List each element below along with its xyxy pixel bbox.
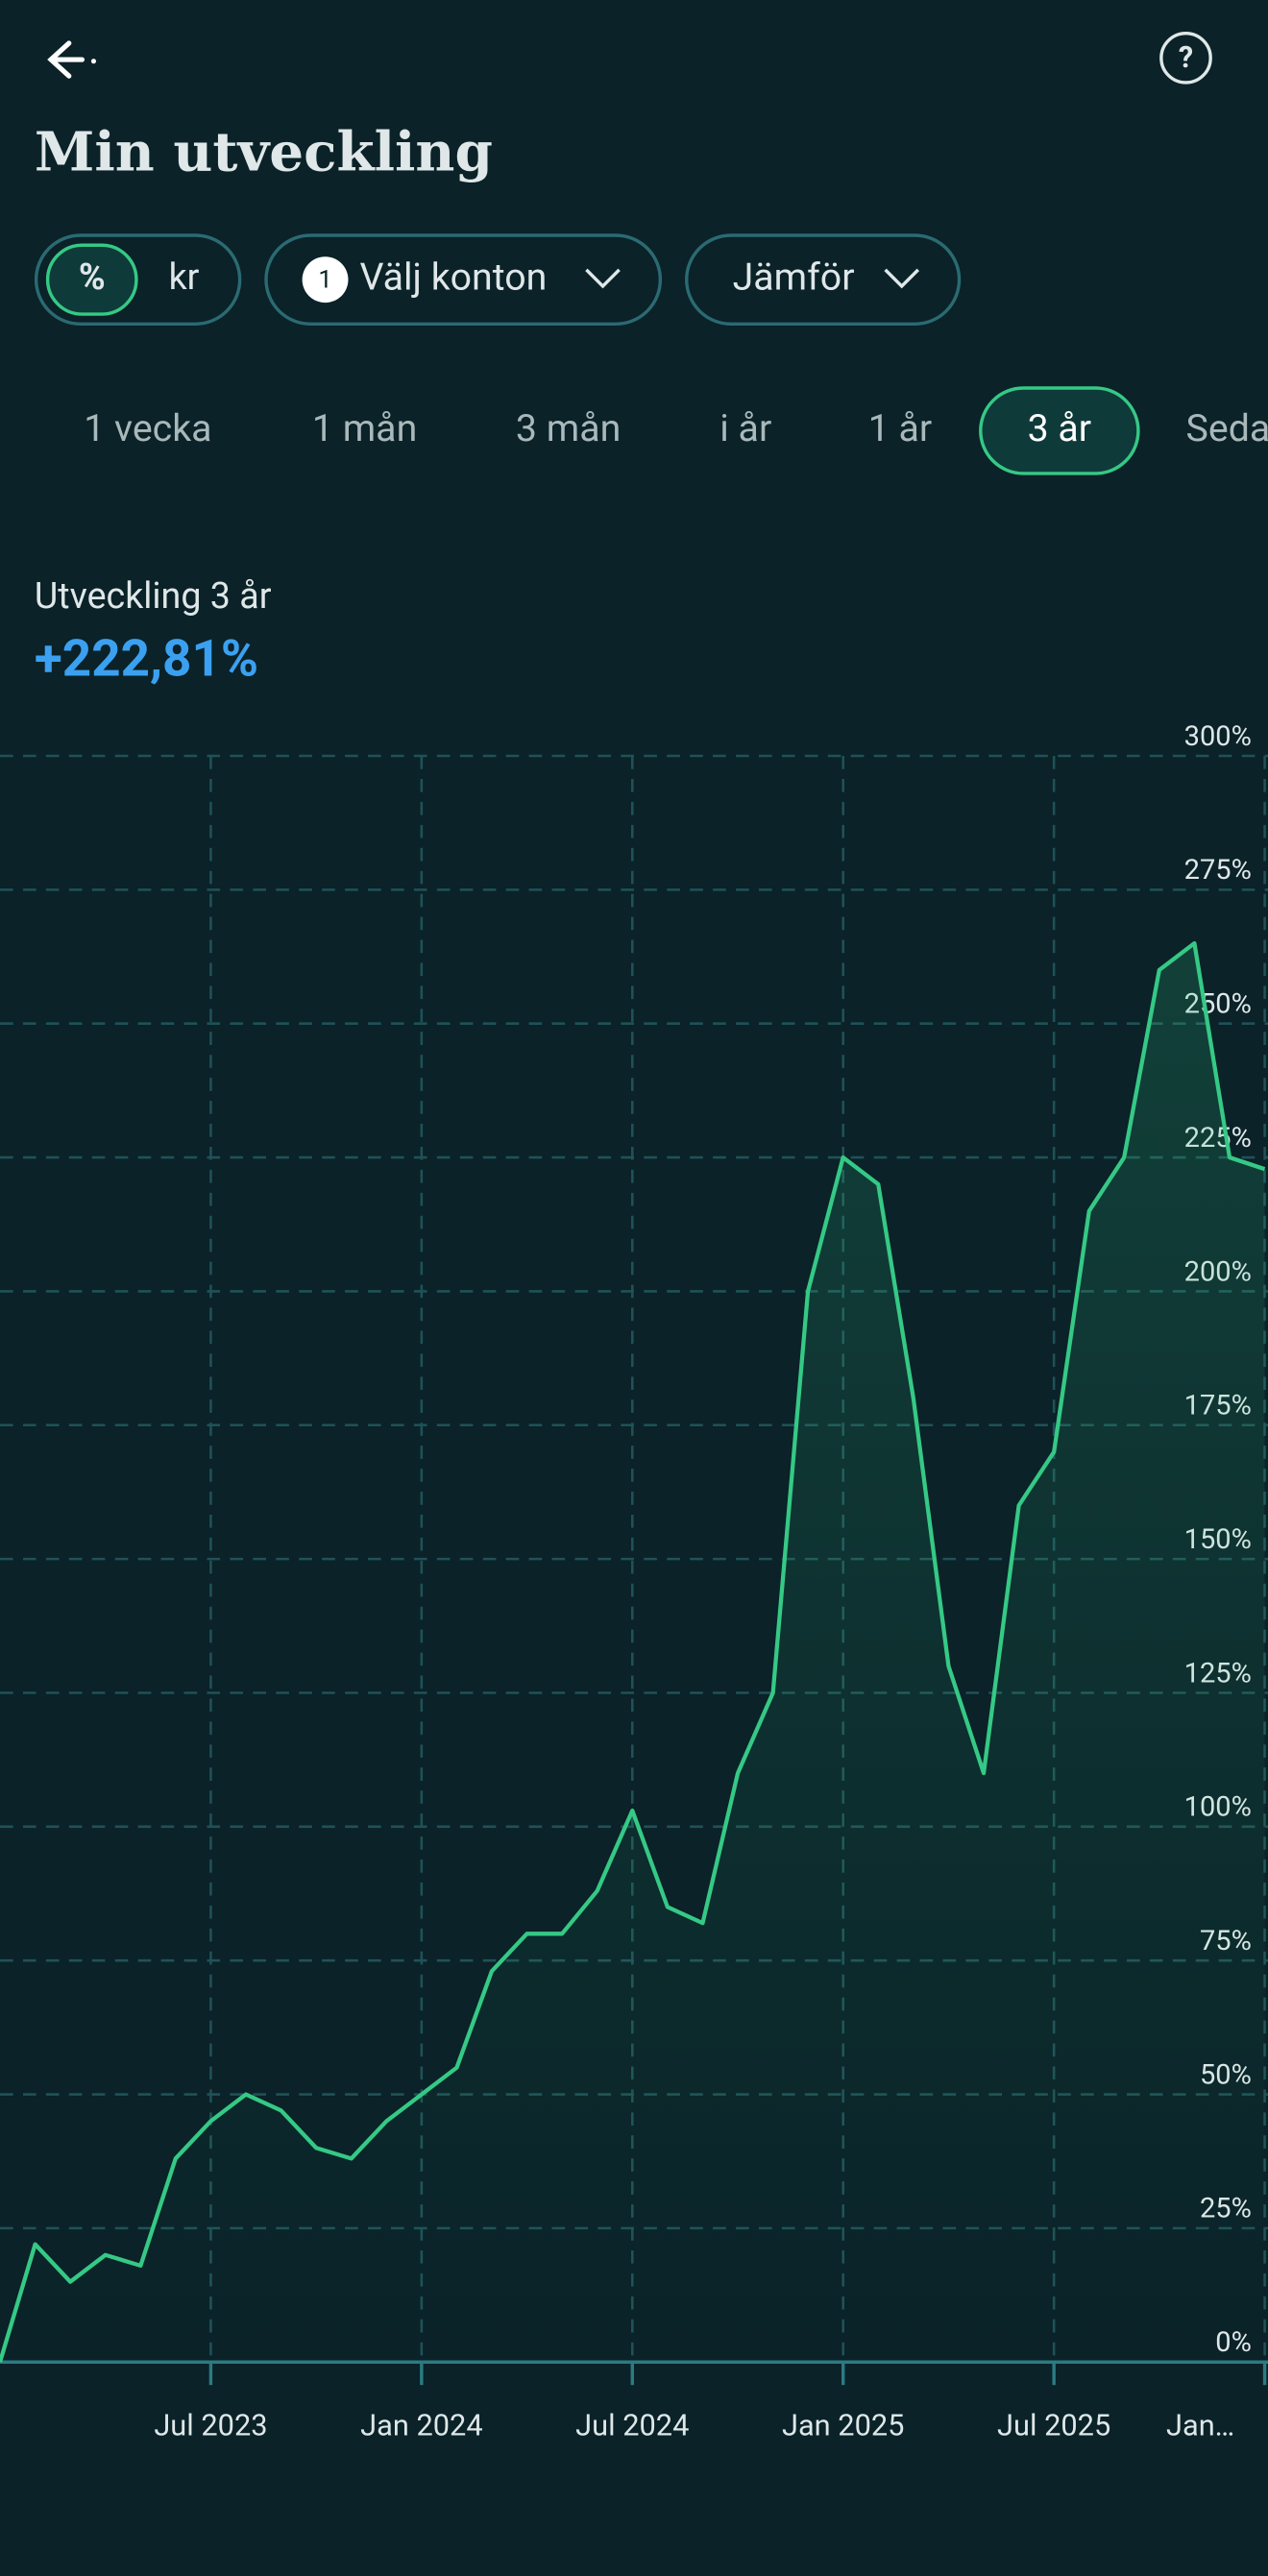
summary-value: +222,81%	[35, 629, 258, 689]
x-tick-label: Jan 2025	[782, 2408, 905, 2443]
line	[0, 940, 1266, 2363]
period-tab[interactable]: 1 år	[868, 406, 933, 450]
back-button[interactable]	[47, 40, 97, 79]
y-tick-label: 300%	[1184, 720, 1252, 753]
unit-selected	[45, 243, 138, 316]
compare-label[interactable]: Jämför	[733, 255, 855, 300]
period-tab[interactable]: 1 mån	[312, 406, 417, 450]
period-tab[interactable]: 3 mån	[516, 406, 621, 450]
x-tick-label: Jul 2025	[997, 2408, 1110, 2443]
y-tick-label: 275%	[1184, 854, 1252, 887]
unit-option[interactable]: %	[79, 256, 106, 299]
help-button[interactable]: ?	[1159, 31, 1212, 85]
accounts-label[interactable]: Välj konton	[359, 255, 547, 300]
period-tab[interactable]: i år	[719, 406, 771, 450]
unit-toggle[interactable]	[34, 233, 242, 327]
summary-label: Utveckling 3 år	[35, 575, 272, 618]
badge	[302, 256, 349, 304]
period-selected	[979, 386, 1140, 475]
period-tab[interactable]: 1 vecka	[84, 406, 211, 450]
period-tab[interactable]: 3 år	[1028, 406, 1092, 450]
period-tab[interactable]: Seda	[1186, 406, 1268, 450]
area	[0, 943, 1265, 2363]
x-tick-label: Jan…	[1166, 2408, 1234, 2443]
x-tick-label: Jan 2024	[360, 2408, 483, 2443]
svg-text:?: ?	[1179, 39, 1193, 75]
x-tick-label: Jul 2023	[154, 2408, 267, 2443]
page-title: Min utveckling	[35, 121, 493, 184]
accounts-button[interactable]	[264, 233, 663, 327]
x-tick-label: Jul 2024	[575, 2408, 689, 2443]
unit-option[interactable]: kr	[169, 256, 200, 299]
badge-count: 1	[318, 266, 331, 295]
compare-button[interactable]	[685, 233, 962, 327]
